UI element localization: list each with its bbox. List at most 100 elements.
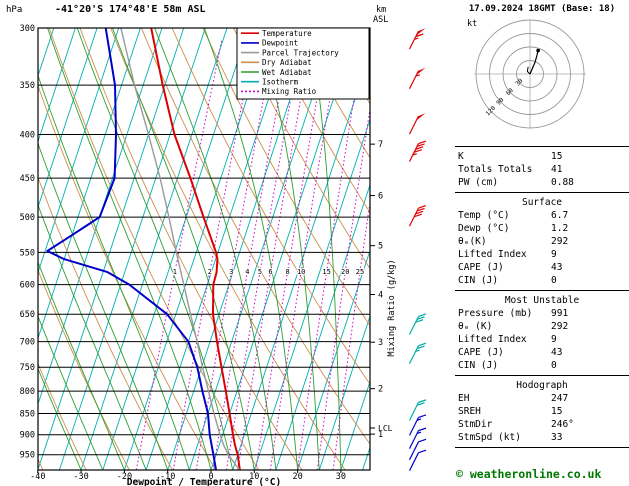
svg-text:Dewpoint: Dewpoint [262, 39, 298, 48]
svg-text:25: 25 [356, 268, 364, 276]
index-label: Dewp (°C) [458, 223, 510, 234]
index-label: θₑ (K) [458, 321, 493, 332]
index-label: K [458, 151, 464, 162]
section-surface-title: Surface [521, 197, 563, 208]
svg-text:30: 30 [336, 472, 346, 482]
side-panel: 17.09.2024 18GMT (Base: 18) 30 60 90 120 kt … [455, 0, 629, 486]
index-value: 991 [551, 308, 569, 319]
index-value: 41 [551, 164, 563, 175]
index-label: Lifted Index [458, 249, 527, 260]
svg-text:Parcel Trajectory: Parcel Trajectory [262, 48, 339, 57]
svg-text:7: 7 [378, 140, 383, 150]
svg-text:800: 800 [20, 387, 35, 397]
wind-barbs [408, 28, 427, 471]
index-row: θₑ (K) 292 [455, 320, 629, 333]
svg-text:km: km [376, 5, 386, 15]
section-general: K 15 Totals Totals 41 PW (cm) 0.88 [455, 146, 629, 193]
index-label: CIN (J) [458, 275, 499, 286]
index-label: CAPE (J) [458, 347, 504, 358]
svg-text:10: 10 [297, 268, 305, 276]
station-title: -41°20'S 174°48'E 58m ASL [55, 4, 206, 15]
index-value: 9 [551, 334, 557, 345]
svg-text:15: 15 [322, 268, 330, 276]
index-value: 0 [551, 360, 557, 371]
svg-text:1: 1 [378, 430, 383, 440]
index-label: EH [458, 393, 470, 404]
index-value: 43 [551, 262, 563, 273]
index-value: 1.2 [551, 223, 569, 234]
parcel-trajectory-curve [120, 28, 241, 470]
svg-text:6: 6 [268, 268, 272, 276]
svg-text:10: 10 [249, 472, 259, 482]
svg-text:3: 3 [378, 338, 383, 348]
index-row: CAPE (J) 43 [455, 346, 629, 359]
dewpoint-curve [46, 28, 218, 470]
index-row: Lifted Index 9 [455, 248, 629, 261]
index-row: K 15 [455, 150, 629, 163]
index-label: StmSpd (kt) [458, 432, 521, 443]
index-value: 292 [551, 236, 569, 247]
section-most-unstable: Most Unstable Pressure (mb) 991 θₑ (K) 292 Li… [455, 291, 629, 376]
svg-text:ASL: ASL [373, 15, 388, 25]
svg-text:Temperature: Temperature [262, 29, 312, 38]
index-value: 292 [551, 321, 569, 332]
section-hodograph-title: Hodograph [516, 380, 568, 391]
index-row: PW (cm) 0.88 [455, 176, 629, 189]
svg-text:550: 550 [20, 248, 35, 258]
svg-text:kt: kt [467, 19, 477, 29]
index-label: Totals Totals [458, 164, 533, 175]
svg-text:Isotherm: Isotherm [262, 78, 299, 87]
svg-text:60: 60 [505, 87, 515, 97]
svg-text:5: 5 [378, 242, 383, 252]
index-row: θₑ(K) 292 [455, 235, 629, 248]
svg-text:30: 30 [514, 77, 524, 87]
index-row: CAPE (J) 43 [455, 261, 629, 274]
svg-text:20: 20 [341, 268, 349, 276]
svg-text:5: 5 [258, 268, 262, 276]
temperature-curve [150, 28, 241, 470]
svg-text:300: 300 [20, 24, 35, 34]
svg-text:350: 350 [20, 81, 35, 91]
svg-text:4: 4 [245, 268, 249, 276]
svg-text:650: 650 [20, 310, 35, 320]
index-row: Pressure (mb) 991 [455, 307, 629, 320]
index-row: CIN (J) 0 [455, 274, 629, 287]
svg-text:700: 700 [20, 338, 35, 348]
section-most-unstable-title: Most Unstable [504, 295, 580, 306]
svg-text:-20: -20 [117, 472, 132, 482]
index-row: SREH 15 [455, 405, 629, 418]
index-label: Lifted Index [458, 334, 527, 345]
svg-text:20: 20 [292, 472, 302, 482]
svg-text:400: 400 [20, 131, 35, 141]
index-label: Pressure (mb) [458, 308, 533, 319]
index-value: 6.7 [551, 210, 569, 221]
svg-text:Wet Adiabat: Wet Adiabat [262, 68, 312, 77]
svg-text:8: 8 [285, 268, 289, 276]
svg-text:-30: -30 [73, 472, 88, 482]
index-value: 15 [551, 406, 563, 417]
index-value: 33 [551, 432, 563, 443]
svg-text:1: 1 [173, 268, 177, 276]
index-value: 9 [551, 249, 557, 260]
index-value: 0.88 [551, 177, 574, 188]
index-row: StmDir 246° [455, 418, 629, 431]
section-surface: Surface Temp (°C) 6.7 Dewp (°C) 1.2 θₑ(K) 292 L… [455, 193, 629, 291]
index-label: Temp (°C) [458, 210, 510, 221]
index-label: StmDir [458, 419, 493, 430]
index-row: Temp (°C) 6.7 [455, 209, 629, 222]
index-row: Dewp (°C) 1.2 [455, 222, 629, 235]
index-value: 15 [551, 151, 563, 162]
svg-text:500: 500 [20, 213, 35, 223]
svg-text:90: 90 [495, 96, 505, 106]
index-row: CIN (J) 0 [455, 359, 629, 372]
svg-text:850: 850 [20, 410, 35, 420]
svg-text:4: 4 [378, 291, 383, 301]
svg-text:6: 6 [378, 192, 383, 202]
index-label: θₑ(K) [458, 236, 487, 247]
section-hodograph: Hodograph EH 247 SREH 15 StmDir 246° StmSpd (kt… [455, 376, 629, 448]
svg-text:450: 450 [20, 174, 35, 184]
watermark: © weatheronline.co.uk [456, 467, 602, 481]
skewt-chart: 3003504004505005506006507007508008509009… [6, 5, 427, 486]
